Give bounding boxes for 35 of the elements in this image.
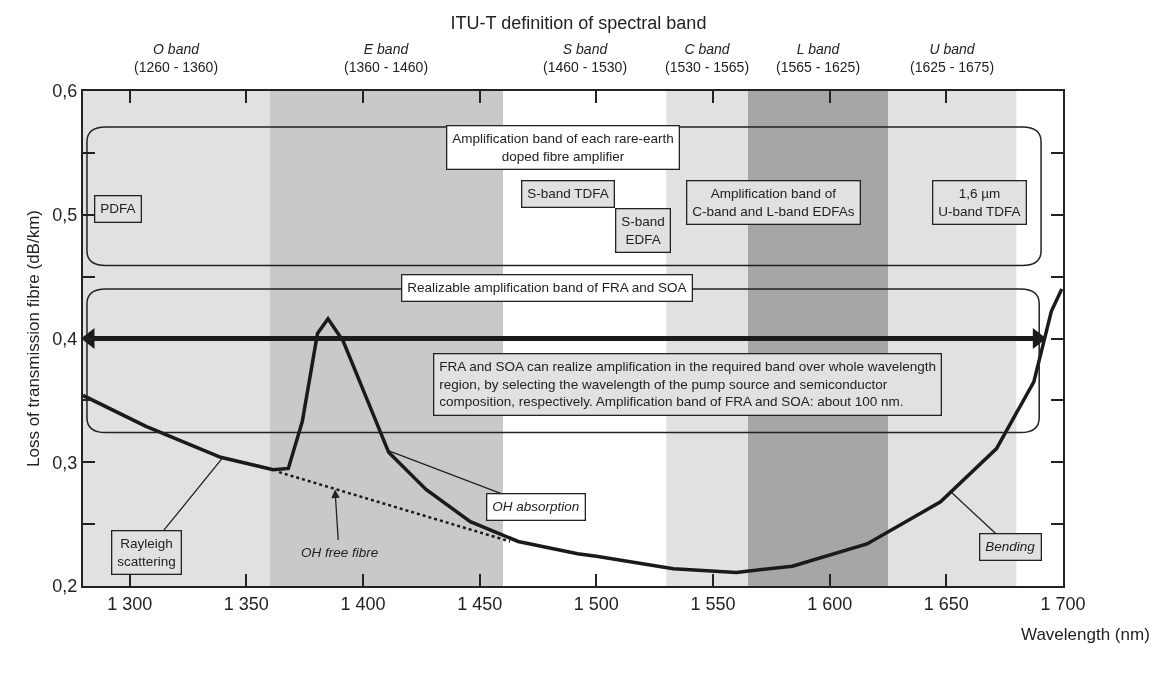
band-label: O band (1260 - 1360) [134, 41, 219, 76]
annotation: Rayleigh scattering [117, 536, 176, 569]
x-tick-label: 1 400 [340, 593, 386, 614]
x-tick-label: 1 300 [107, 593, 153, 614]
text: S band (1460 - 1530) [543, 41, 628, 76]
y-tick-label: 0,5 [52, 205, 78, 226]
x-tick-label: 1 600 [807, 593, 853, 614]
x-axis-title: Wavelength (nm) [1021, 625, 1150, 644]
annotation: Amplification band of C-band and L-band EDFAs [692, 186, 855, 219]
chart-title: ITU-T definition of spectral band [450, 12, 707, 33]
annotation: OH absorption [492, 499, 580, 515]
annotation: Realizable amplification band of FRA and SOA [407, 280, 687, 296]
annotation: 1,6 µm U-band TDFA [938, 186, 1021, 219]
x-tick-label: 1 500 [573, 593, 619, 614]
y-tick-label: 0,2 [52, 576, 78, 597]
annotation: S-band TDFA [527, 186, 609, 202]
annotation: Amplification band of each rare-earth doped fibre amplifier [452, 131, 674, 164]
x-tick-label: 1 650 [923, 593, 969, 614]
x-tick-label: 1 350 [223, 593, 269, 614]
annotation: FRA and SOA can realize amplification in the required band over whole wavelength region, by selecting the wavelength of the pump source and semiconductor composition, respectively. Amplification band of FRA and SOA: about 100 nm. [439, 359, 937, 410]
band-label: L band (1565 - 1625) [776, 41, 861, 76]
annotation: OH free fibre [301, 545, 379, 560]
y-tick-label: 0,3 [52, 452, 78, 473]
y-tick-label: 0,6 [52, 81, 78, 102]
x-tick-label: 1 450 [457, 593, 503, 614]
band-label: C band (1530 - 1565) [665, 41, 750, 76]
band-label: U band (1625 - 1675) [910, 41, 995, 76]
x-tick-label: 1 550 [690, 593, 736, 614]
annotation: Bending [985, 539, 1036, 555]
annotation: PDFA [100, 201, 136, 217]
y-tick-label: 0,4 [52, 328, 78, 349]
x-tick-label: 1 700 [1040, 593, 1086, 614]
annotation: S-band EDFA [621, 214, 665, 247]
band-label: E band (1360 - 1460) [344, 41, 429, 76]
y-axis-title: Loss of transmission fibre (dB/km) [24, 210, 44, 467]
